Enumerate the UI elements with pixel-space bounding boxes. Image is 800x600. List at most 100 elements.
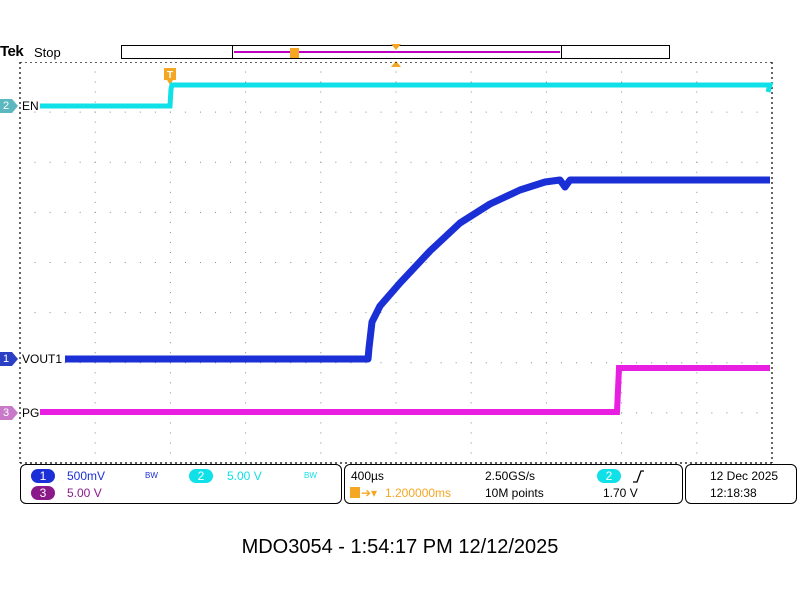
graticule-dot <box>94 111 96 113</box>
graticule-dot <box>425 262 427 263</box>
graticule-dot <box>545 292 547 294</box>
graticule-dot <box>741 412 743 414</box>
graticule-dot <box>169 272 171 274</box>
graticule-dot <box>320 342 322 344</box>
graticule-dot <box>169 382 171 384</box>
trigger-source-badge[interactable]: 2 <box>597 469 621 483</box>
graticule-dot <box>440 211 442 213</box>
graticule-dot <box>756 211 758 213</box>
graticule-dot <box>64 312 66 314</box>
graticule-dot <box>696 382 698 384</box>
graticule-dot <box>34 211 36 213</box>
graticule-dot <box>320 211 322 213</box>
graticule-dot <box>275 161 277 163</box>
graticule-dot <box>515 161 517 163</box>
screenshot-caption: MDO3054 - 1:54:17 PM 12/12/2025 <box>241 536 559 558</box>
graticule-dot <box>395 151 397 153</box>
vertical-settings-panel[interactable]: 1 500mV BW 2 5.00 V BW 3 5.00 V <box>20 464 342 504</box>
graticule-dot <box>696 412 698 414</box>
graticule-dot <box>139 312 141 314</box>
graticule-dot <box>94 402 96 404</box>
graticule-dot <box>245 402 247 404</box>
graticule-dot <box>395 121 397 123</box>
graticule-dot <box>215 262 217 263</box>
graticule-dot <box>79 312 81 314</box>
graticule-dot <box>94 231 96 233</box>
graticule-dot <box>320 111 322 113</box>
graticule-dot <box>365 262 367 263</box>
ch2-marker[interactable]: 2 <box>0 99 20 118</box>
graticule-dot <box>606 211 608 213</box>
graticule-dot <box>395 101 397 103</box>
ch2-badge[interactable]: 2 <box>189 469 213 483</box>
graticule-dot <box>94 422 96 424</box>
graticule-dot <box>169 372 171 374</box>
graticule-dot <box>575 362 577 364</box>
graticule-dot <box>184 312 186 314</box>
graticule-dot <box>666 412 668 414</box>
graticule-dot <box>696 312 698 314</box>
graticule-dot <box>621 382 623 384</box>
graticule-dot <box>470 81 472 83</box>
graticule-dot <box>636 412 638 414</box>
graticule-dot <box>470 342 472 344</box>
trace-ch3-pg <box>40 365 770 415</box>
graticule-dot <box>681 211 683 213</box>
graticule-dot <box>245 201 247 203</box>
ch1-marker[interactable]: 1 <box>0 352 20 371</box>
graticule-dot <box>545 362 547 364</box>
graticule-dot <box>500 262 502 263</box>
graticule-dot <box>245 302 247 304</box>
graticule-dot <box>169 422 171 424</box>
graticule-dot <box>230 312 232 314</box>
graticule-dot <box>485 312 487 314</box>
graticule-dot <box>169 442 171 444</box>
graticule-dot <box>395 262 397 263</box>
graticule-dot <box>49 262 51 263</box>
graticule-dot <box>335 362 337 364</box>
trigger-position-icon <box>350 487 360 498</box>
ch1-badge[interactable]: 1 <box>31 469 55 483</box>
graticule-dot <box>666 161 668 163</box>
graticule-dot <box>621 392 623 394</box>
graticule-dot <box>154 312 156 314</box>
graticule-dot <box>94 282 96 284</box>
brand-logo: Tek <box>0 43 24 60</box>
graticule-dot <box>621 141 623 143</box>
graticule-dot <box>606 111 608 113</box>
graticule-dot <box>320 422 322 424</box>
graticule-dot <box>485 211 487 213</box>
graticule-dot <box>696 352 698 354</box>
graticule-dot <box>335 262 337 263</box>
graticule-dot <box>470 392 472 394</box>
trigger-position-bottom-marker <box>391 61 401 67</box>
graticule-dot <box>79 211 81 213</box>
graticule-dot <box>245 452 247 454</box>
graticule-dot <box>275 111 277 113</box>
graticule-dot <box>245 352 247 354</box>
ch3-badge[interactable]: 3 <box>31 486 55 500</box>
graticule-dot <box>109 362 111 364</box>
graticule-dot <box>184 211 186 213</box>
ch3-marker[interactable]: 3 <box>0 406 20 425</box>
graticule-dot <box>545 342 547 344</box>
graticule-dot <box>395 181 397 183</box>
graticule-dot <box>49 362 51 364</box>
date-display: 12 Dec 2025 <box>710 469 779 483</box>
graticule-dot <box>169 121 171 123</box>
graticule-dot <box>575 262 577 263</box>
graticule-dot <box>260 211 262 213</box>
horizontal-trigger-panel[interactable]: 400µs 2.50GS/s ➔▾ 1.200000ms 10M points … <box>344 464 683 504</box>
graticule-dot <box>94 251 96 253</box>
graticule-dot <box>320 362 322 364</box>
graticule-dot <box>245 292 247 294</box>
graticule-dot <box>245 342 247 344</box>
graticule-dot <box>290 262 292 263</box>
graticule-dot <box>470 312 472 314</box>
graticule-dot <box>320 442 322 444</box>
graticule-dot <box>94 322 96 324</box>
graticule-dot <box>395 432 397 434</box>
graticule-dot <box>245 101 247 103</box>
graticule-dot <box>591 111 593 113</box>
graticule-dot <box>34 312 36 314</box>
